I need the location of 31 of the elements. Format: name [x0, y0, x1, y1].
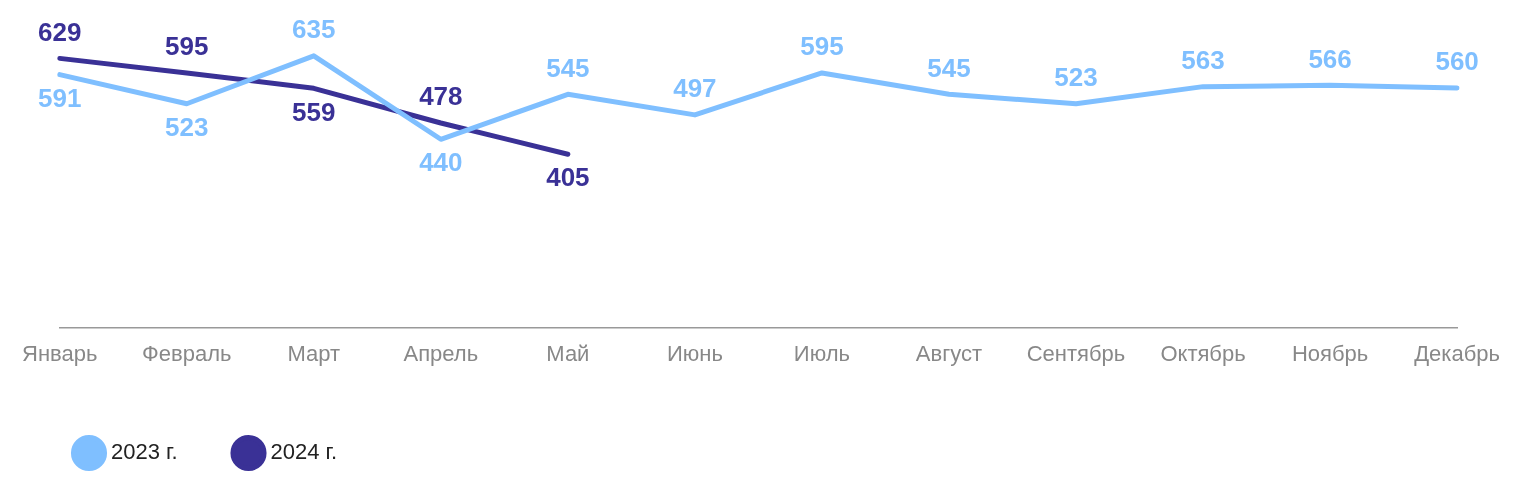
x-tick-label: Июнь — [666, 340, 723, 366]
x-tick-label: Ноябрь — [1291, 340, 1369, 366]
data-label: 635 — [292, 13, 336, 44]
data-label: 595 — [800, 31, 844, 62]
data-label: 566 — [1308, 43, 1352, 74]
x-tick-label: Декабрь — [1414, 340, 1500, 366]
data-label: 545 — [546, 52, 590, 83]
data-label: 497 — [673, 73, 717, 104]
legend-label: 2023 г. — [111, 439, 178, 465]
x-tick-label: Август — [915, 340, 983, 366]
x-tick-label: Сентябрь — [1026, 340, 1126, 366]
data-label: 629 — [38, 16, 82, 47]
legend-label: 2024 г. — [270, 439, 338, 465]
data-label: 523 — [165, 111, 209, 142]
x-tick-label: Июль — [793, 340, 850, 366]
x-tick-label: Январь — [21, 340, 98, 366]
data-label: 591 — [38, 82, 82, 113]
x-tick-label: Октябрь — [1160, 340, 1246, 366]
data-label: 523 — [1054, 61, 1098, 92]
data-label: 563 — [1181, 44, 1225, 75]
data-label: 560 — [1435, 46, 1479, 77]
data-label: 559 — [292, 96, 336, 127]
data-label: 405 — [546, 162, 590, 193]
x-tick-label: Апрель — [403, 340, 479, 366]
data-label: 545 — [927, 52, 971, 83]
x-tick-label: Май — [546, 340, 590, 366]
x-tick-label: Март — [287, 340, 341, 366]
data-label: 595 — [165, 31, 209, 62]
data-label: 478 — [419, 81, 463, 112]
x-tick-label: Февраль — [142, 340, 232, 366]
data-label: 440 — [419, 147, 463, 178]
